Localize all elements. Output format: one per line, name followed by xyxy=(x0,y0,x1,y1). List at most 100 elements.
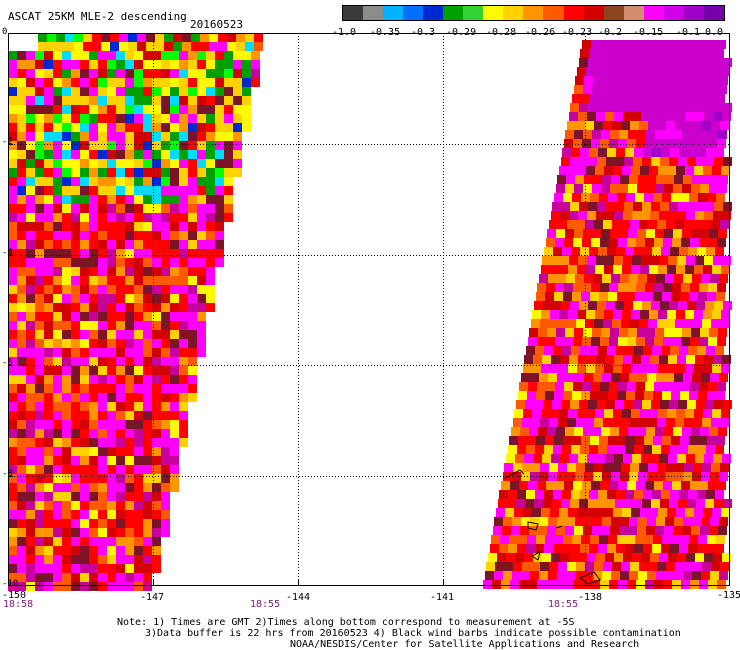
swath-cell xyxy=(542,355,551,364)
swath-cell xyxy=(116,177,125,186)
swath-cell xyxy=(583,130,592,139)
swath-cell xyxy=(712,409,721,418)
swath-cell xyxy=(116,285,125,294)
swath-cell xyxy=(658,265,667,274)
swath-cell xyxy=(613,409,622,418)
swath-cell xyxy=(623,256,632,265)
swath-cell xyxy=(152,87,161,96)
swath-cell xyxy=(680,436,689,445)
swath-cell xyxy=(704,355,713,364)
swath-cell xyxy=(143,501,152,510)
swath-cell xyxy=(642,103,651,112)
swath-cell xyxy=(672,283,681,292)
swath-cell xyxy=(679,148,688,157)
swath-cell xyxy=(98,159,107,168)
swath-cell xyxy=(143,384,152,393)
swath-cell xyxy=(44,564,53,573)
swath-cell xyxy=(173,42,182,51)
swath-cell xyxy=(179,303,188,312)
swath-cell xyxy=(62,78,71,87)
swath-cell xyxy=(62,384,71,393)
swath-cell xyxy=(722,454,731,463)
swath-cell xyxy=(540,562,549,571)
swath-cell xyxy=(710,373,719,382)
swath-cell xyxy=(572,391,581,400)
swath-cell xyxy=(685,166,694,175)
swath-cell xyxy=(695,553,704,562)
swath-cell xyxy=(697,445,706,454)
swath-cell xyxy=(233,51,242,60)
swath-cell xyxy=(550,310,559,319)
swath-cell xyxy=(618,139,627,148)
swath-cell xyxy=(8,573,17,582)
swath-cell xyxy=(670,445,679,454)
swath-cell xyxy=(690,139,699,148)
swath-cell xyxy=(613,67,622,76)
swath-cell xyxy=(80,231,89,240)
swath-cell xyxy=(654,40,663,49)
swath-cell xyxy=(560,256,569,265)
swath-cell xyxy=(679,49,688,58)
swath-cell xyxy=(71,204,80,213)
swath-cell xyxy=(17,87,26,96)
swath-cell xyxy=(677,454,686,463)
swath-cell xyxy=(645,139,654,148)
swath-cell xyxy=(575,571,584,580)
swath-cell xyxy=(529,526,538,535)
swath-cell xyxy=(170,168,179,177)
swath-cell xyxy=(609,40,618,49)
swath-cells xyxy=(8,33,732,591)
swath-cell xyxy=(666,562,675,571)
swath-cell xyxy=(206,123,215,132)
swath-cell xyxy=(719,517,728,526)
swath-cell xyxy=(107,321,116,330)
swath-cell xyxy=(116,456,125,465)
swath-cell xyxy=(8,384,17,393)
swath-cell xyxy=(533,355,542,364)
swath-cell xyxy=(618,238,627,247)
swath-cell xyxy=(143,96,152,105)
swath-cell xyxy=(552,202,561,211)
swath-cell xyxy=(224,195,233,204)
swath-cell xyxy=(80,546,89,555)
swath-cell xyxy=(584,472,593,481)
swath-cell xyxy=(170,420,179,429)
swath-cell xyxy=(143,150,152,159)
swath-cell xyxy=(699,481,708,490)
swath-cell xyxy=(628,526,637,535)
swath-cell xyxy=(717,580,726,589)
swath-cell xyxy=(47,33,56,42)
swath-cell xyxy=(161,213,170,222)
swath-cell xyxy=(80,474,89,483)
swath-cell xyxy=(709,328,718,337)
swath-cell xyxy=(107,357,116,366)
swath-cell xyxy=(698,193,707,202)
swath-cell xyxy=(179,438,188,447)
swath-cell xyxy=(715,490,724,499)
swath-cell xyxy=(44,339,53,348)
swath-cell xyxy=(530,517,539,526)
swath-cell xyxy=(179,411,188,420)
swath-cell xyxy=(599,535,608,544)
swath-cell xyxy=(580,490,589,499)
swath-cell xyxy=(539,571,548,580)
swath-cell xyxy=(507,499,516,508)
swath-cell xyxy=(134,330,143,339)
swath-cell xyxy=(89,474,98,483)
swath-cell xyxy=(134,168,143,177)
swath-cell xyxy=(667,67,676,76)
swath-cell xyxy=(550,409,559,418)
swath-cell xyxy=(616,445,625,454)
swath-cell xyxy=(672,337,681,346)
swath-cell xyxy=(62,339,71,348)
swath-cell xyxy=(170,141,179,150)
swath-cell xyxy=(71,564,80,573)
swath-cell xyxy=(600,40,609,49)
swath-cell xyxy=(644,391,653,400)
swath-cell xyxy=(170,69,179,78)
swath-cell xyxy=(689,94,698,103)
swath-cell xyxy=(125,429,134,438)
swath-cell xyxy=(628,130,637,139)
swath-cell xyxy=(152,366,161,375)
swath-cell xyxy=(26,528,35,537)
